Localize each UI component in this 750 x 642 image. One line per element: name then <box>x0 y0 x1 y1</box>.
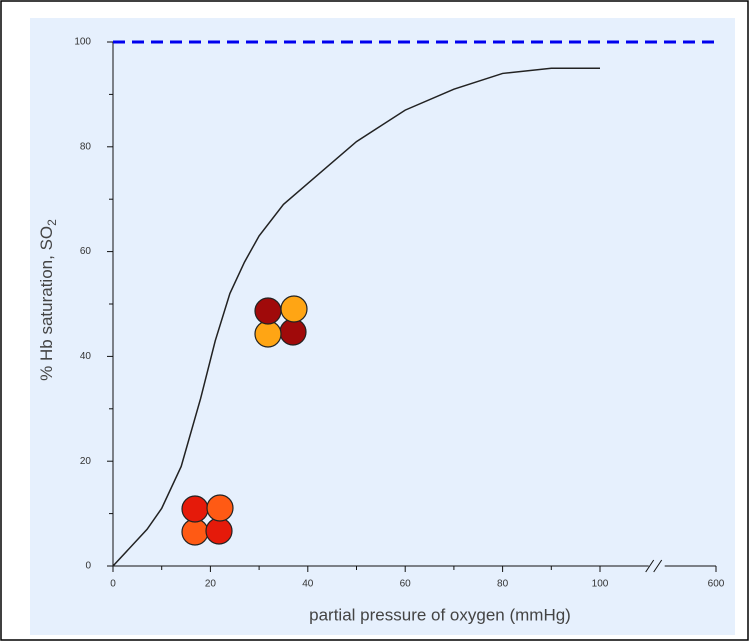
x-tick-label: 60 <box>400 579 412 590</box>
x-tick-label: 40 <box>302 579 314 590</box>
x-tick-label: 80 <box>497 579 509 590</box>
x-tick-label: 20 <box>205 579 217 590</box>
y-axis-label: % Hb saturation, SO2 <box>37 219 59 381</box>
x-tick-label: 0 <box>110 579 116 590</box>
x-tick-label: 600 <box>708 579 725 590</box>
axis-break <box>645 559 655 573</box>
y-tick-label: 80 <box>80 141 92 152</box>
y-tick-label: 60 <box>80 246 92 257</box>
x-tick-label: 100 <box>592 579 609 590</box>
x-axis-label: partial pressure of oxygen (mmHg) <box>309 605 571 624</box>
hemoglobin-oxy <box>254 295 308 348</box>
y-tick-label: 20 <box>80 456 92 467</box>
y-tick-label: 40 <box>80 351 92 362</box>
y-tick-label: 100 <box>74 37 91 48</box>
y-axis-label-text: % Hb saturation, SO <box>37 226 56 381</box>
y-axis-label-sub: 2 <box>45 219 59 226</box>
panel <box>30 18 735 635</box>
axis-break <box>653 559 663 573</box>
curve <box>112 67 600 567</box>
y-tick-label: 0 <box>85 561 91 572</box>
hemoglobin-deoxy <box>181 494 234 546</box>
